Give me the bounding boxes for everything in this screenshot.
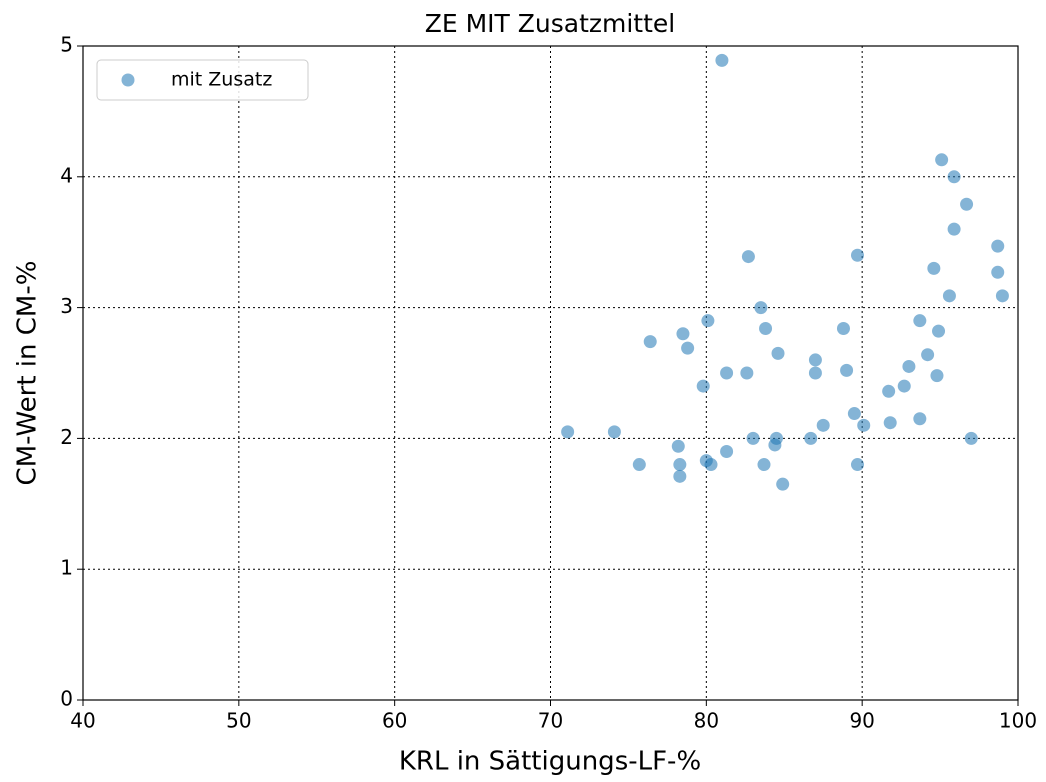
scatter-point bbox=[808, 353, 822, 367]
chart-title: ZE MIT Zusatzmittel bbox=[425, 9, 676, 38]
scatter-point bbox=[927, 261, 941, 275]
scatter-point bbox=[720, 444, 734, 458]
scatter-point bbox=[720, 366, 734, 380]
scatter-point bbox=[921, 348, 935, 362]
legend-label: mit Zusatz bbox=[171, 69, 272, 91]
legend-marker bbox=[121, 73, 135, 87]
y-tick-label: 5 bbox=[60, 33, 73, 57]
y-tick-label: 3 bbox=[60, 294, 73, 318]
scatter-point bbox=[759, 322, 773, 336]
scatter-point bbox=[673, 469, 687, 483]
scatter-point bbox=[632, 458, 646, 472]
scatter-point bbox=[947, 222, 961, 236]
scatter-point bbox=[696, 379, 710, 393]
scatter-point bbox=[964, 431, 978, 445]
scatter-point bbox=[991, 265, 1005, 279]
scatter-point bbox=[882, 384, 896, 398]
scatter-point bbox=[913, 314, 927, 328]
x-tick-label: 50 bbox=[226, 709, 251, 733]
scatter-point bbox=[607, 425, 621, 439]
scatter-point bbox=[947, 170, 961, 184]
plot-frame bbox=[82, 45, 1019, 701]
scatter-point bbox=[932, 324, 946, 338]
scatter-point bbox=[991, 239, 1005, 253]
scatter-point bbox=[769, 431, 783, 445]
scatter-point bbox=[857, 418, 871, 432]
scatter-point bbox=[847, 407, 861, 421]
scatter-point bbox=[902, 359, 916, 373]
scatter-point bbox=[701, 314, 715, 328]
scatter-point bbox=[673, 458, 687, 472]
x-tick-label: 80 bbox=[694, 709, 719, 733]
scatter-point bbox=[643, 335, 657, 349]
scatter-point bbox=[850, 458, 864, 472]
scatter-point bbox=[561, 425, 575, 439]
scatter-point bbox=[850, 248, 864, 262]
scatter-point bbox=[776, 477, 790, 491]
scatter-point bbox=[757, 458, 771, 472]
scatter-point bbox=[808, 366, 822, 380]
scatter-point bbox=[754, 301, 768, 315]
y-tick-label: 1 bbox=[60, 556, 73, 580]
scatter-point bbox=[840, 363, 854, 377]
scatter-point bbox=[741, 250, 755, 264]
scatter-point bbox=[897, 379, 911, 393]
scatter-point bbox=[681, 341, 695, 355]
x-tick-label: 70 bbox=[538, 709, 563, 733]
scatter-point bbox=[883, 416, 897, 430]
scatter-point bbox=[676, 327, 690, 341]
x-tick-label: 90 bbox=[849, 709, 874, 733]
scatter-point bbox=[816, 418, 830, 432]
y-tick-label: 4 bbox=[60, 163, 73, 187]
legend-box bbox=[96, 59, 309, 101]
scatter-point bbox=[995, 289, 1009, 303]
x-axis-label: KRL in Sättigungs-LF-% bbox=[399, 747, 701, 777]
scatter-point bbox=[836, 322, 850, 336]
x-tick-label: 60 bbox=[382, 709, 407, 733]
y-tick-label: 0 bbox=[60, 687, 73, 711]
scatter-point bbox=[935, 153, 949, 167]
x-tick-label: 100 bbox=[999, 709, 1037, 733]
scatter-point bbox=[671, 439, 685, 453]
scatter-point bbox=[913, 412, 927, 426]
scatter-point bbox=[715, 53, 729, 67]
x-tick-label: 40 bbox=[70, 709, 95, 733]
scatter-point bbox=[942, 289, 956, 303]
scatter-point bbox=[960, 197, 974, 211]
scatter-point bbox=[804, 431, 818, 445]
scatter-point bbox=[740, 366, 754, 380]
scatter-point bbox=[930, 369, 944, 383]
y-tick-label: 2 bbox=[60, 425, 73, 449]
scatter-point bbox=[746, 431, 760, 445]
scatter-point bbox=[771, 346, 785, 360]
y-axis-label: CM-Wert in CM-% bbox=[13, 261, 43, 486]
scatter-point bbox=[704, 458, 718, 472]
